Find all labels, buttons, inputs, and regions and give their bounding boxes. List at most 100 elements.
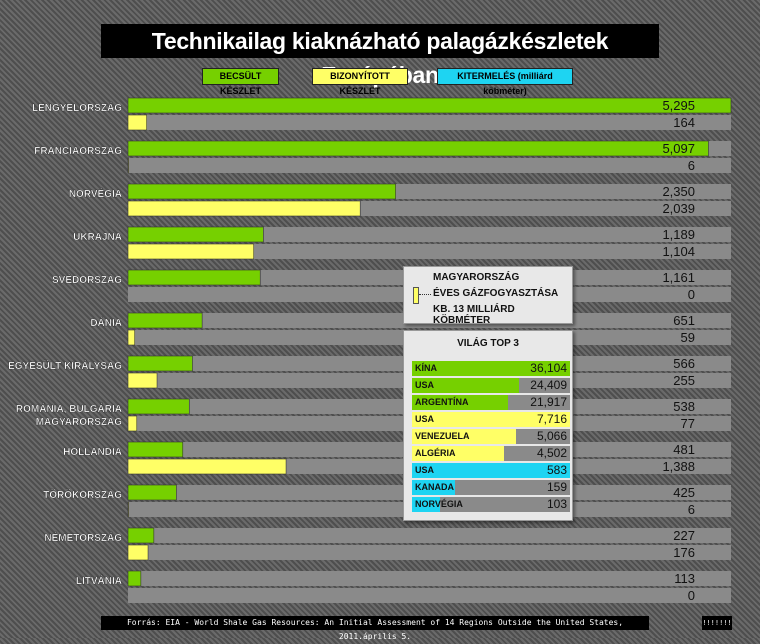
- top3-country-label: USA: [415, 380, 435, 390]
- top3-country-label: KANADA: [415, 482, 454, 492]
- top3-country-label: USA: [415, 414, 435, 424]
- bar-value-label: 113: [674, 571, 695, 586]
- hungary-consumption-swatch: [413, 287, 419, 304]
- bar-value-label: 255: [673, 373, 695, 388]
- top3-row: USA 583: [412, 463, 570, 478]
- hungary-note-line2: ÉVES GÁZFOGYASZTÁSA: [433, 288, 559, 299]
- top3-bar-estimated: [412, 378, 519, 393]
- bar-estimated: [127, 441, 184, 458]
- bar-proven: [127, 501, 129, 518]
- bar-value-label: 0: [688, 287, 695, 302]
- country-label: TÖRÖKORSZÁG: [43, 488, 122, 501]
- country-label: NÉMETORSZÁG: [44, 531, 122, 544]
- country-label: ROMÁNIA, BULGÁRIA: [16, 402, 122, 415]
- bar-estimated: [127, 398, 190, 415]
- world-top3-title: VILÁG TOP 3: [457, 338, 519, 349]
- bar-value-label: 1,189: [662, 227, 695, 242]
- bar-estimated: [127, 269, 261, 286]
- top3-country-label: VENEZUELA: [415, 431, 470, 441]
- country-label: MAGYARORSZÁG: [36, 415, 123, 428]
- legend-proven: BIZONYÍTOTT KÉSZLET: [312, 68, 408, 96]
- top3-value-label: 7,716: [536, 412, 567, 426]
- bar-proven: [127, 243, 255, 260]
- top3-country-label: USA: [415, 465, 435, 475]
- top3-value-label: 159: [546, 480, 567, 494]
- bar-value-label: 566: [673, 356, 695, 371]
- bar-proven: [127, 329, 136, 346]
- top3-value-label: 4,502: [536, 446, 567, 460]
- top3-row: ARGENTÍNA 21,917: [412, 395, 570, 410]
- bar-track: [128, 528, 731, 543]
- top3-row: USA 24,409: [412, 378, 570, 393]
- hungary-note-leader: [419, 294, 431, 295]
- hungary-consumption-box: MAGYARORSZÁG ÉVES GÁZFOGYASZTÁSA KB. 13 …: [403, 266, 573, 326]
- bar-track: [128, 158, 731, 173]
- country-label: SVÉDORSZÁG: [52, 273, 122, 286]
- bar-value-label: 1,388: [662, 459, 695, 474]
- bar-value-label: 77: [681, 416, 695, 431]
- top3-value-label: 103: [546, 497, 567, 511]
- top3-bar-estimated: [412, 361, 570, 376]
- country-label: FRANCIAORSZÁG: [34, 144, 122, 157]
- bar-proven: [127, 114, 147, 131]
- bar-proven: [127, 458, 287, 475]
- bar-value-label: 1,104: [662, 244, 695, 259]
- country-label: EGYESÜLT KIRÁLYSÁG: [8, 359, 122, 372]
- country-label: DÁNIA: [90, 316, 122, 329]
- country-label: UKRAJNA: [73, 232, 122, 243]
- footer-logo: !!!!!!!: [702, 616, 732, 630]
- bar-value-label: 6: [688, 502, 695, 517]
- bar-value-label: 2,350: [662, 184, 695, 199]
- bar-estimated: [127, 570, 142, 587]
- top3-value-label: 36,104: [530, 361, 567, 375]
- top3-country-label: ALGÉRIA: [415, 448, 456, 458]
- top3-row: VENEZUELA 5,066: [412, 429, 570, 444]
- source-footer: Forrás: EIA - World Shale Gas Resources:…: [101, 616, 649, 641]
- top3-value-label: 583: [546, 463, 567, 477]
- top3-value-label: 5,066: [536, 429, 567, 443]
- top3-bar-production: [412, 480, 456, 495]
- bar-estimated: [127, 97, 732, 114]
- bar-value-label: 6: [688, 158, 695, 173]
- top3-row: KANADA 159: [412, 480, 570, 495]
- top3-country-label: KÍNA: [415, 363, 437, 373]
- top3-bar-proven: [412, 446, 505, 461]
- bar-value-label: 1,161: [662, 270, 695, 285]
- bar-track: [128, 244, 731, 259]
- bar-proven: [127, 544, 149, 561]
- top3-value-label: 21,917: [530, 395, 567, 409]
- top3-bar-production: [412, 497, 440, 512]
- bar-value-label: 59: [681, 330, 695, 345]
- bar-proven: [127, 372, 158, 389]
- bar-value-label: 651: [673, 313, 695, 328]
- bar-value-label: 481: [673, 442, 695, 457]
- top3-country-label: ARGENTÍNA: [415, 397, 469, 407]
- top3-value-label: 24,409: [530, 378, 567, 392]
- bar-track: [128, 227, 731, 242]
- legend-production: KITERMELÉS (milliárd köbméter): [437, 68, 573, 96]
- bar-proven: [127, 415, 138, 432]
- bar-value-label: 5,097: [662, 141, 695, 156]
- bar-track: [128, 588, 731, 603]
- top3-row: USA 7,716: [412, 412, 570, 427]
- bar-estimated: [127, 226, 264, 243]
- country-label: LENGYELORSZÁG: [32, 101, 122, 114]
- top3-country-label: NORVÉGIA: [415, 499, 463, 509]
- bar-value-label: 2,039: [662, 201, 695, 216]
- top3-row: NORVÉGIA 103: [412, 497, 570, 512]
- bar-proven: [127, 157, 129, 174]
- hungary-note-line1: MAGYARORSZÁG: [433, 272, 520, 283]
- bar-value-label: 538: [673, 399, 695, 414]
- top3-bar-production: [412, 463, 570, 478]
- bar-track: [128, 115, 731, 130]
- bar-estimated: [127, 183, 396, 200]
- bar-estimated: [127, 140, 709, 157]
- bar-track: [128, 571, 731, 586]
- top3-row: KÍNA 36,104: [412, 361, 570, 376]
- bar-estimated: [127, 312, 203, 329]
- hungary-note-line3: KB. 13 MILLIÁRD KÖBMÉTER: [433, 304, 515, 326]
- top3-bar-proven: [412, 429, 516, 444]
- chart-title: Technikailag kiaknázható palagázkészlete…: [101, 24, 659, 88]
- top3-bar-proven: [412, 412, 570, 427]
